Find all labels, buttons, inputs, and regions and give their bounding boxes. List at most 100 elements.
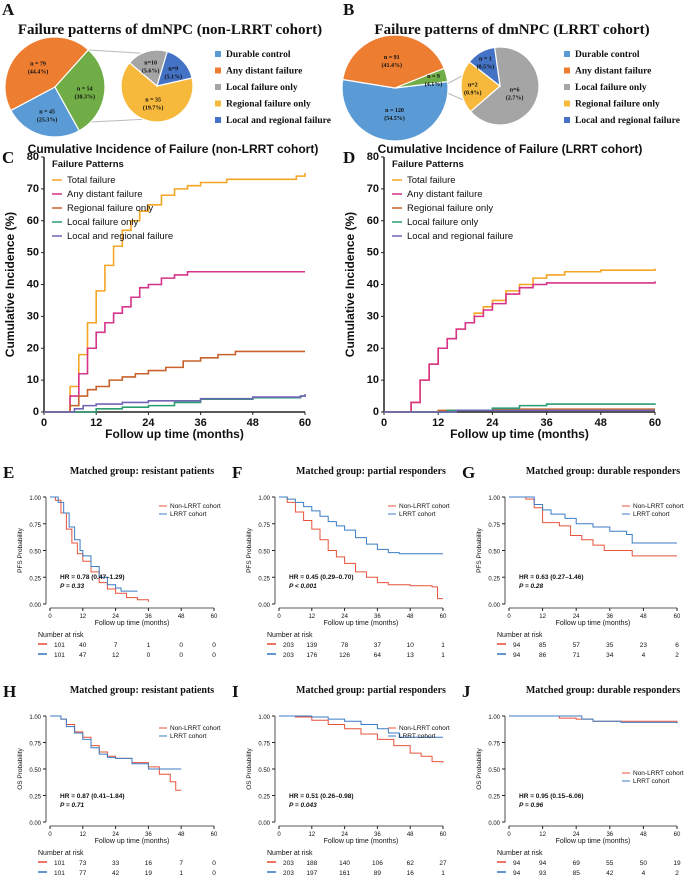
legend-item: LRRT cohort bbox=[170, 511, 207, 518]
risk-table-cell: 89 bbox=[374, 870, 382, 875]
legend-item: Regional failure only bbox=[226, 100, 311, 110]
x-tick-label: 24 bbox=[486, 417, 499, 429]
x-tick-label: 60 bbox=[211, 832, 218, 838]
y-tick-label: 20 bbox=[27, 342, 39, 354]
risk-table-cell: 93 bbox=[539, 870, 547, 875]
legend-item: Non-LRRT cohort bbox=[170, 503, 221, 510]
legend-item: LRRT cohort bbox=[399, 733, 436, 740]
legend-item: Local and regional failure bbox=[575, 116, 680, 126]
p-value: P = 0.28 bbox=[519, 583, 544, 590]
y-tick-label: 0.75 bbox=[29, 742, 41, 748]
risk-table-cell: 126 bbox=[339, 652, 350, 659]
panel-label-c: C bbox=[2, 148, 14, 167]
pie-b-main-pct: (41.4%) bbox=[382, 62, 403, 69]
x-tick-label: 0 bbox=[277, 614, 281, 620]
risk-table-cell: 85 bbox=[539, 642, 547, 649]
y-tick-label: 0.00 bbox=[488, 821, 500, 827]
series-line-any-distant-failure bbox=[44, 270, 305, 413]
y-tick-label: 0.25 bbox=[258, 576, 270, 582]
panel-label-g: G bbox=[462, 463, 475, 482]
x-tick-label: 24 bbox=[573, 614, 580, 620]
risk-table-cell: 71 bbox=[573, 652, 581, 659]
y-tick-label: 40 bbox=[367, 279, 379, 291]
y-tick-label: 0.50 bbox=[29, 768, 41, 774]
y-tick-label: 1.00 bbox=[29, 715, 41, 721]
number-at-risk-title: Number at risk bbox=[38, 850, 84, 857]
x-tick-label: 36 bbox=[540, 417, 552, 429]
risk-table-cell: 86 bbox=[539, 652, 547, 659]
y-tick-label: 0.25 bbox=[488, 795, 500, 801]
risk-table-cell: 2 bbox=[675, 652, 679, 659]
y-tick-label: 0.50 bbox=[258, 768, 270, 774]
risk-table-cell: 47 bbox=[79, 652, 87, 659]
y-tick-label: 0 bbox=[373, 406, 379, 418]
pie-a-detail-pct: (19.7%) bbox=[143, 105, 164, 112]
risk-table-cell: 78 bbox=[341, 642, 349, 649]
legend-item: Non-LRRT cohort bbox=[399, 725, 450, 732]
chart-title: Matched group: durable responders bbox=[526, 685, 680, 696]
risk-table-cell: 0 bbox=[179, 652, 183, 659]
legend-swatch bbox=[215, 51, 221, 57]
chart-title: Matched group: resistant patients bbox=[70, 685, 214, 696]
hazard-ratio: HR = 0.87 (0.41–1.84) bbox=[60, 793, 125, 800]
y-axis-label: OS Probability bbox=[246, 747, 253, 789]
risk-table-cell: 94 bbox=[513, 870, 521, 875]
x-tick-label: 36 bbox=[374, 832, 381, 838]
risk-table-cell: 1 bbox=[441, 870, 445, 875]
y-tick-label: 1.00 bbox=[488, 715, 500, 721]
risk-table-cell: 23 bbox=[640, 642, 648, 649]
y-tick-label: 0.00 bbox=[29, 603, 41, 609]
pie-a-main-slice bbox=[54, 48, 106, 132]
risk-table-cell: 13 bbox=[407, 652, 415, 659]
x-tick-label: 60 bbox=[440, 832, 447, 838]
legend-swatch bbox=[564, 84, 570, 90]
pie-a-main-pct: (25.3%) bbox=[37, 116, 58, 123]
legend-item: Any distant failure bbox=[407, 189, 483, 200]
pie-a-detail-slice bbox=[156, 50, 193, 87]
risk-table-cell: 35 bbox=[606, 642, 614, 649]
panel-label-h: H bbox=[3, 682, 16, 701]
panel-label-j: J bbox=[462, 682, 471, 701]
pie-b-main-slice bbox=[341, 34, 446, 89]
hazard-ratio: HR = 0.63 (0.27–1.46) bbox=[519, 574, 584, 581]
pie-a-main-label: n = 79 bbox=[30, 61, 46, 67]
y-axis-label: OS Probability bbox=[17, 747, 24, 789]
x-tick-label: 12 bbox=[79, 614, 86, 620]
pie-b-detail-label: n=6 bbox=[510, 87, 520, 93]
series-line-any-distant-failure bbox=[384, 281, 656, 413]
chart-title: Matched group: partial responders bbox=[296, 685, 446, 696]
pie-b-main-label: n = 9 bbox=[427, 74, 440, 80]
legend-item: Durable control bbox=[226, 50, 291, 60]
legend-item: Regional failure only bbox=[575, 100, 660, 110]
x-tick-label: 48 bbox=[595, 417, 607, 429]
x-axis-label: Follow up time (months) bbox=[450, 427, 589, 441]
panel-label-i: I bbox=[232, 682, 239, 701]
pie-a-detail-slice bbox=[128, 49, 169, 88]
pie-a-main-pct: (30.3%) bbox=[75, 93, 96, 100]
chart-title: Matched group: durable responders bbox=[526, 466, 680, 477]
pie-b-main-slice bbox=[341, 78, 449, 142]
x-tick-label: 0 bbox=[507, 832, 511, 838]
x-tick-label: 12 bbox=[90, 417, 102, 429]
p-value: P < 0.001 bbox=[289, 583, 317, 590]
risk-table-cell: 10 bbox=[407, 642, 415, 649]
chart-title: Matched group: resistant patients bbox=[70, 466, 214, 477]
legend-item: Regional failure only bbox=[67, 203, 153, 214]
risk-table-cell: 101 bbox=[54, 652, 65, 659]
y-tick-label: 0.50 bbox=[258, 550, 270, 556]
risk-table-cell: 7 bbox=[114, 642, 118, 649]
panel-label-e: E bbox=[3, 463, 14, 482]
risk-table-cell: 188 bbox=[306, 860, 317, 867]
risk-table-cell: 1 bbox=[147, 642, 151, 649]
series-line-non-lrrt-cohort bbox=[279, 496, 443, 600]
series-line-non-lrrt-cohort bbox=[50, 715, 182, 791]
pie-b-main-pct: (4.1%) bbox=[425, 81, 443, 88]
pie-b-detail-pct: (0.9%) bbox=[464, 90, 482, 97]
y-axis-label: Cumulative Incidence (%) bbox=[3, 212, 17, 357]
x-tick-label: 0 bbox=[48, 832, 52, 838]
number-at-risk-title: Number at risk bbox=[267, 632, 313, 639]
y-tick-label: 0.25 bbox=[29, 795, 41, 801]
y-tick-label: 40 bbox=[27, 279, 39, 291]
x-axis-label: Follow up time (months) bbox=[556, 620, 631, 627]
x-axis-label: Follow up time (months) bbox=[324, 620, 399, 627]
